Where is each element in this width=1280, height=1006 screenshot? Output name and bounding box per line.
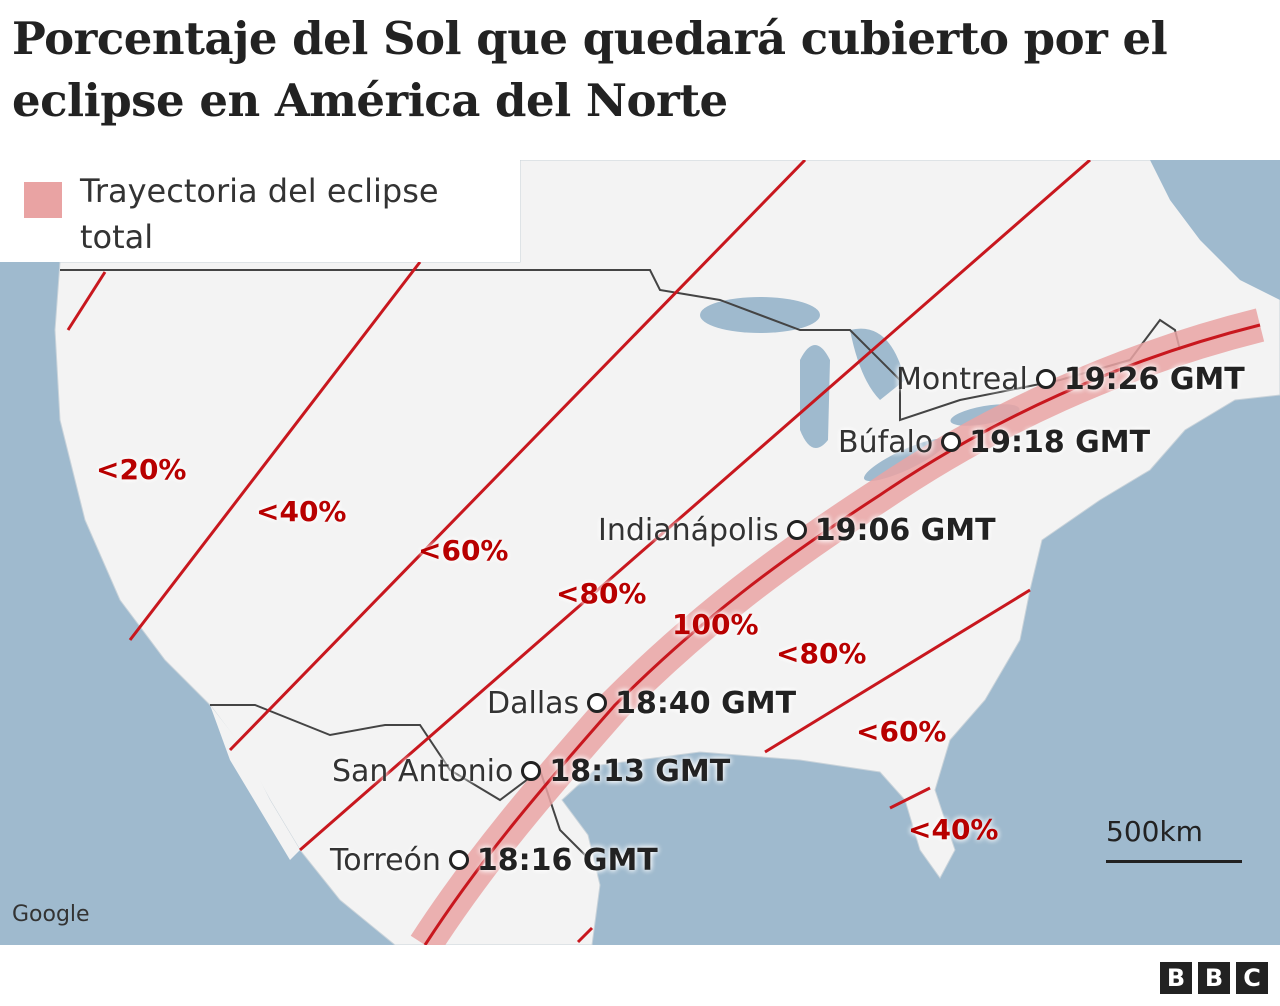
city-name: Indianápolis <box>598 513 779 548</box>
coverage-label: <80% <box>556 577 647 610</box>
legend-swatch <box>24 182 62 218</box>
city-time: 18:16 GMT <box>476 843 658 878</box>
baja-california <box>210 705 300 860</box>
city-dot-icon <box>587 692 608 713</box>
contour-60 <box>228 160 807 752</box>
coverage-label: <20% <box>96 453 187 486</box>
contour-80-south <box>764 588 1031 754</box>
contour-20 <box>66 271 107 331</box>
city-dot-icon <box>786 519 807 540</box>
page-title: Porcentaje del Sol que quedará cubierto … <box>12 12 1168 127</box>
contour-80 <box>299 160 1091 852</box>
city-name: Búfalo <box>838 425 934 460</box>
city-time: 19:18 GMT <box>969 425 1151 460</box>
scale-label: 500km <box>1106 815 1203 848</box>
legend: Trayectoria del eclipse total <box>0 160 520 262</box>
contour-60-south <box>889 786 931 810</box>
coverage-label: <40% <box>256 495 347 528</box>
contour-lines <box>66 160 1091 944</box>
city-dot-icon <box>521 760 542 781</box>
city-marker: Búfalo 19:18 GMT <box>838 425 1150 460</box>
city-dot-icon <box>448 849 469 870</box>
coverage-label: <60% <box>418 534 509 567</box>
city-marker: San Antonio 18:13 GMT <box>332 754 730 789</box>
map-attribution: Google <box>12 902 90 927</box>
city-name: Dallas <box>487 686 580 721</box>
scale-bar <box>1106 860 1242 863</box>
city-time: 18:40 GMT <box>615 686 797 721</box>
coverage-label: <60% <box>856 715 947 748</box>
map <box>0 160 1280 945</box>
city-marker: Torreón 18:16 GMT <box>330 843 658 878</box>
city-name: Torreón <box>330 843 441 878</box>
coverage-label: <80% <box>776 637 867 670</box>
city-dot-icon <box>941 431 962 452</box>
contour-40-south <box>576 926 594 944</box>
city-dot-icon <box>1035 368 1056 389</box>
coverage-label: <40% <box>908 813 999 846</box>
totality-centerline <box>423 323 1261 945</box>
city-time: 19:26 GMT <box>1063 362 1245 397</box>
coverage-label: 100% <box>672 608 759 641</box>
legend-label: Trayectoria del eclipse total <box>80 172 439 256</box>
city-marker: Indianápolis 19:06 GMT <box>598 513 996 548</box>
city-marker: Dallas 18:40 GMT <box>487 686 796 721</box>
city-time: 18:13 GMT <box>549 754 731 789</box>
city-time: 19:06 GMT <box>814 513 996 548</box>
city-marker: Montreal 19:26 GMT <box>896 362 1245 397</box>
city-name: Montreal <box>896 362 1028 397</box>
contour-40 <box>128 261 422 641</box>
city-name: San Antonio <box>332 754 514 789</box>
